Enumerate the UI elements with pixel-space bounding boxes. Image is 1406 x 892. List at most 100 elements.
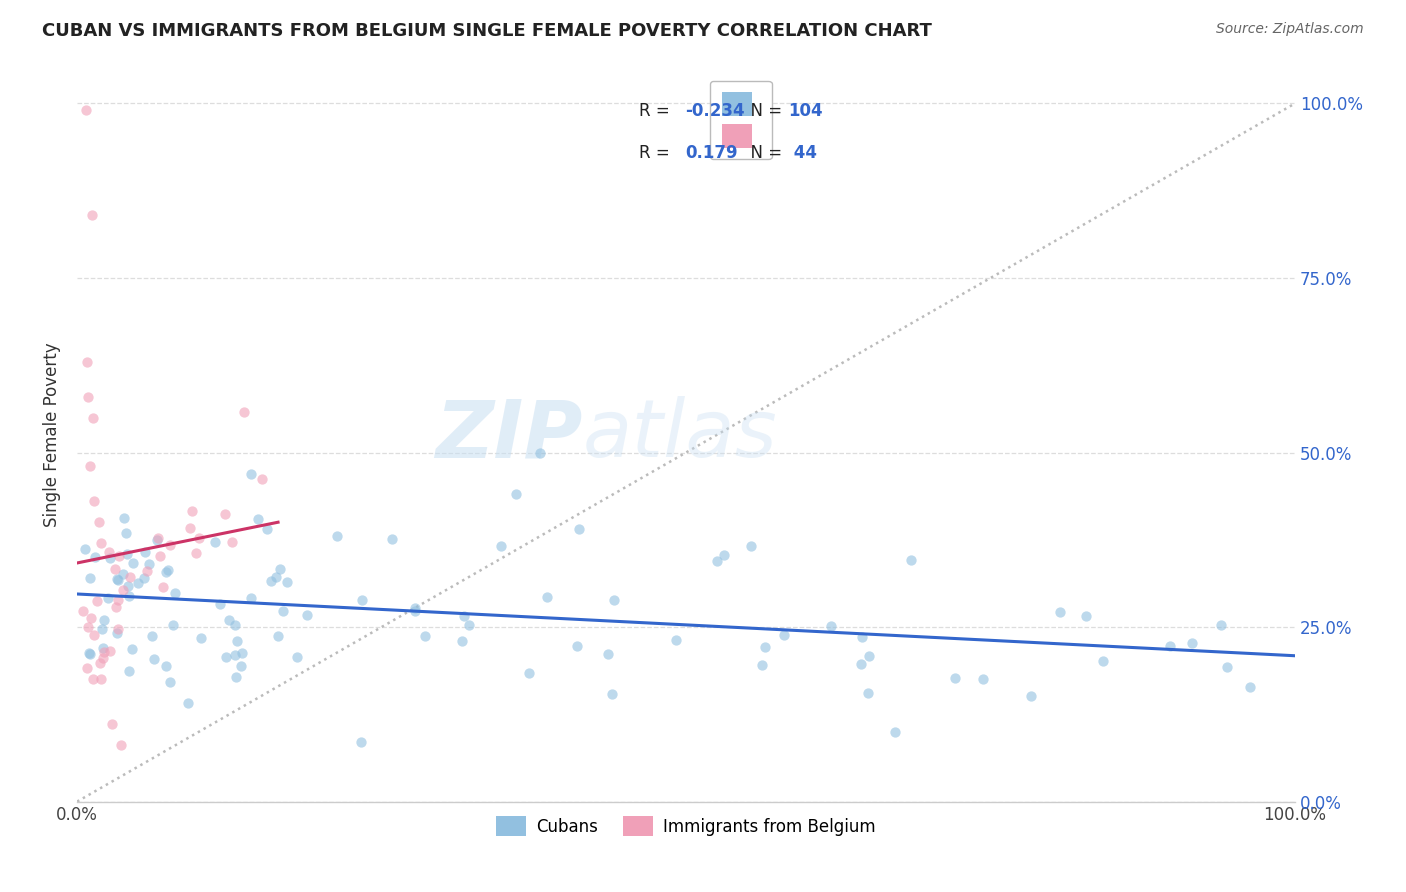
Point: [225, 670, 247, 684]
Point: [84, 550, 107, 565]
Point: [75, 542, 97, 557]
Point: [600, 687, 623, 701]
Point: [101, 717, 124, 731]
Point: [221, 535, 243, 549]
Point: [267, 629, 290, 643]
Point: [884, 725, 907, 739]
Point: [224, 648, 246, 662]
Point: [93, 645, 115, 659]
Point: [214, 508, 236, 522]
Point: [76, 355, 98, 369]
Point: [136, 564, 159, 578]
Point: [404, 600, 426, 615]
Text: N =: N =: [740, 144, 787, 162]
Point: [190, 631, 212, 645]
Point: [83, 628, 105, 642]
Point: [83, 494, 105, 508]
Point: [565, 639, 588, 653]
Point: [107, 573, 129, 587]
Point: [188, 531, 211, 545]
Point: [1074, 609, 1097, 624]
Point: [91, 641, 114, 656]
Point: [326, 528, 349, 542]
Text: 44: 44: [789, 144, 817, 162]
Point: [104, 562, 127, 576]
Point: [271, 604, 294, 618]
Point: [1159, 639, 1181, 653]
Point: [143, 652, 166, 666]
Point: [118, 664, 141, 678]
Text: atlas: atlas: [582, 396, 778, 474]
Point: [163, 585, 186, 599]
Point: [127, 576, 149, 591]
Point: [1209, 617, 1232, 632]
Point: [184, 546, 207, 560]
Point: [900, 553, 922, 567]
Point: [247, 512, 270, 526]
Point: [105, 625, 128, 640]
Point: [87, 516, 110, 530]
Point: [295, 608, 318, 623]
Point: [413, 629, 436, 643]
Point: [276, 575, 298, 590]
Point: [118, 589, 141, 603]
Point: [97, 591, 120, 605]
Point: [404, 604, 426, 618]
Point: [224, 618, 246, 632]
Point: [259, 574, 281, 588]
Point: [820, 618, 842, 632]
Point: [598, 648, 620, 662]
Point: [77, 646, 100, 660]
Point: [108, 549, 131, 563]
Point: [134, 571, 156, 585]
Point: [225, 633, 247, 648]
Point: [120, 570, 142, 584]
Point: [505, 487, 527, 501]
Point: [146, 532, 169, 546]
Point: [740, 539, 762, 553]
Point: [98, 551, 121, 566]
Point: [240, 591, 263, 605]
Point: [264, 570, 287, 584]
Point: [1092, 654, 1115, 668]
Text: R =: R =: [638, 144, 681, 162]
Point: [162, 617, 184, 632]
Point: [1239, 680, 1261, 694]
Point: [90, 622, 112, 636]
Point: [110, 738, 132, 752]
Text: 0.179: 0.179: [685, 144, 738, 162]
Text: CUBAN VS IMMIGRANTS FROM BELGIUM SINGLE FEMALE POVERTY CORRELATION CHART: CUBAN VS IMMIGRANTS FROM BELGIUM SINGLE …: [42, 22, 932, 40]
Point: [269, 562, 291, 576]
Point: [943, 671, 966, 685]
Point: [155, 659, 177, 673]
Point: [751, 657, 773, 672]
Point: [1215, 660, 1237, 674]
Text: 104: 104: [789, 102, 823, 120]
Point: [82, 410, 104, 425]
Point: [232, 405, 254, 419]
Point: [529, 445, 551, 459]
Point: [453, 608, 475, 623]
Point: [851, 631, 873, 645]
Point: [218, 613, 240, 627]
Legend: Cubans, Immigrants from Belgium: Cubans, Immigrants from Belgium: [488, 807, 884, 845]
Text: R =: R =: [638, 102, 675, 120]
Point: [536, 590, 558, 604]
Point: [75, 103, 97, 118]
Point: [349, 735, 371, 749]
Point: [706, 554, 728, 568]
Point: [856, 686, 879, 700]
Point: [229, 658, 252, 673]
Point: [90, 536, 112, 550]
Point: [457, 618, 479, 632]
Point: [177, 696, 200, 710]
Point: [252, 472, 274, 486]
Point: [107, 623, 129, 637]
Point: [86, 593, 108, 607]
Point: [115, 525, 138, 540]
Point: [89, 657, 111, 671]
Point: [112, 583, 135, 598]
Point: [91, 651, 114, 665]
Point: [155, 565, 177, 579]
Text: Source: ZipAtlas.com: Source: ZipAtlas.com: [1216, 22, 1364, 37]
